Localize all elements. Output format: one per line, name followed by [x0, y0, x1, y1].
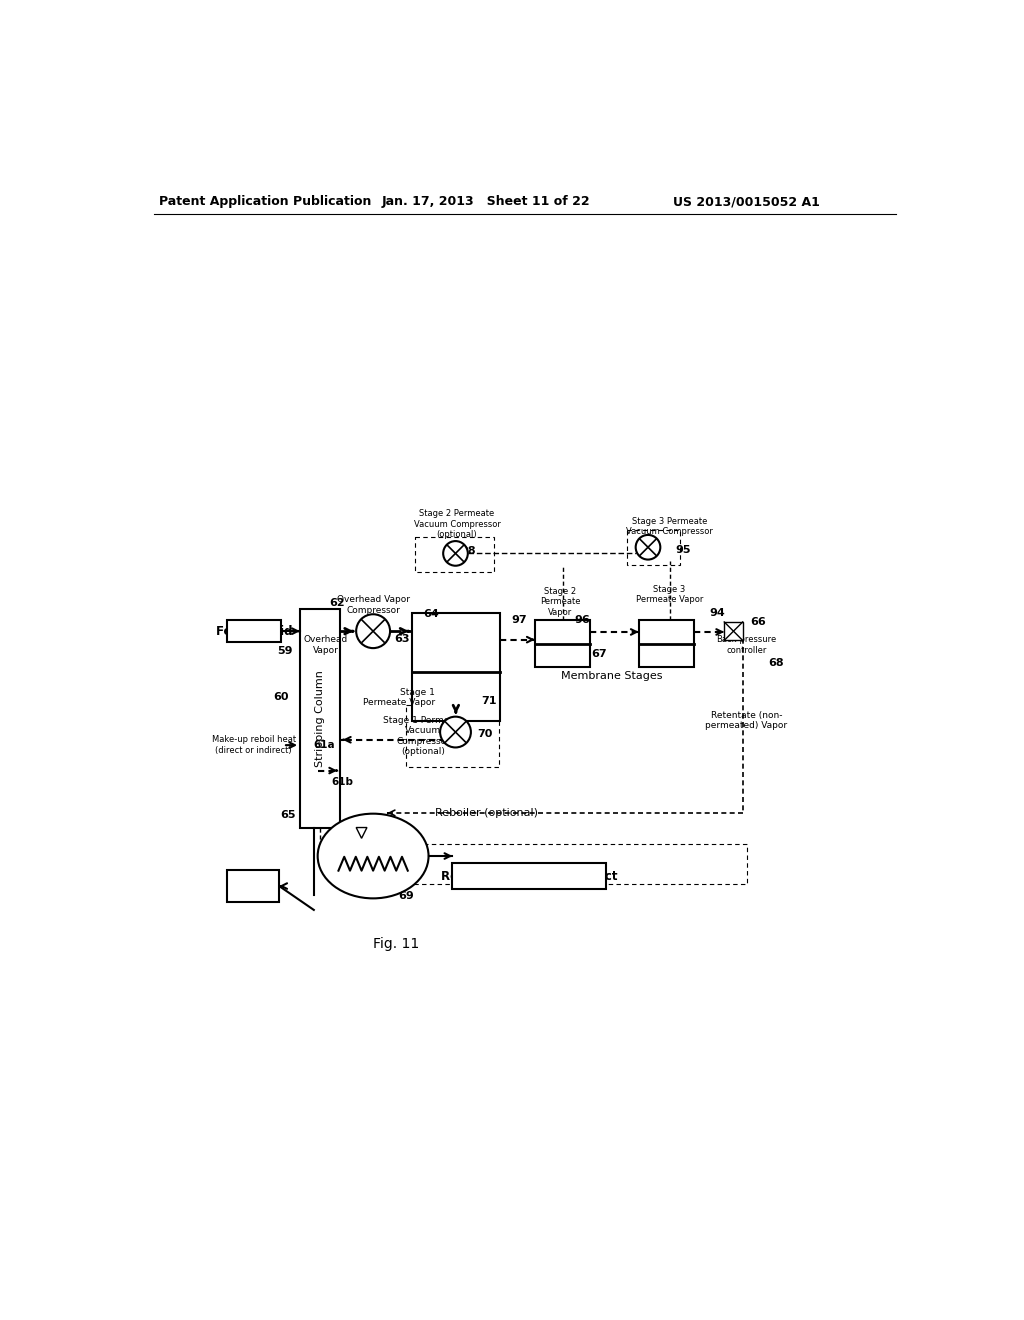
Bar	[628, 531, 680, 565]
Text: 61b: 61b	[332, 777, 353, 787]
Text: US 2013/0015052 A1: US 2013/0015052 A1	[673, 195, 820, 209]
Bar	[416, 537, 494, 572]
Text: Fig. 11: Fig. 11	[373, 937, 420, 950]
Text: 71: 71	[481, 696, 497, 706]
Ellipse shape	[317, 813, 429, 899]
Bar	[724, 622, 742, 640]
Circle shape	[636, 535, 660, 560]
Text: 62: 62	[329, 598, 345, 607]
Text: Overhead Vapor
Compressor: Overhead Vapor Compressor	[337, 595, 410, 615]
Text: 68: 68	[768, 657, 783, 668]
Text: 59: 59	[276, 647, 292, 656]
Text: Stage 2
Permeate
Vapor: Stage 2 Permeate Vapor	[540, 587, 581, 616]
Text: Back-pressure
controller: Back-pressure controller	[717, 635, 776, 655]
Text: 69: 69	[398, 891, 415, 902]
Text: Retentate (non-
permeated) Vapor: Retentate (non- permeated) Vapor	[706, 710, 787, 730]
Bar	[226, 870, 280, 903]
Text: Stage 3 Permeate
Vacuum Compressor: Stage 3 Permeate Vacuum Compressor	[626, 516, 713, 536]
Text: Make-up reboil heat
(direct or indirect): Make-up reboil heat (direct or indirect)	[212, 735, 296, 755]
Polygon shape	[356, 828, 367, 838]
Text: 67: 67	[592, 649, 607, 659]
Circle shape	[356, 614, 390, 648]
Text: 63: 63	[394, 634, 410, 644]
Circle shape	[440, 717, 471, 747]
Bar	[535, 620, 590, 667]
Text: Patent Application Publication: Patent Application Publication	[159, 195, 372, 209]
Text: 64: 64	[423, 609, 439, 619]
Text: 65: 65	[280, 810, 295, 820]
Text: Stage 1 Permeate
Vacuum
Compressor
(optional): Stage 1 Permeate Vacuum Compressor (opti…	[383, 715, 464, 756]
Text: Membrane Stages: Membrane Stages	[561, 671, 663, 681]
Text: Stage 2 Permeate
Vacuum Compressor
(optional): Stage 2 Permeate Vacuum Compressor (opti…	[414, 510, 501, 539]
Text: 98: 98	[461, 546, 476, 556]
Text: Reboiler (optional): Reboiler (optional)	[435, 808, 538, 818]
Text: Feed Liquid: Feed Liquid	[215, 624, 292, 638]
Text: 61a: 61a	[313, 741, 335, 750]
Bar	[412, 612, 500, 721]
Text: 97: 97	[512, 615, 527, 626]
Bar	[300, 609, 340, 829]
Text: Stripping Column: Stripping Column	[315, 671, 325, 767]
Text: 94: 94	[710, 607, 725, 618]
Bar	[639, 620, 694, 667]
Bar	[226, 620, 281, 642]
Bar	[453, 863, 606, 890]
Text: Stage 1
Permeate Vapor: Stage 1 Permeate Vapor	[362, 688, 435, 708]
Text: 70: 70	[477, 730, 493, 739]
Text: Jan. 17, 2013   Sheet 11 of 22: Jan. 17, 2013 Sheet 11 of 22	[382, 195, 591, 209]
Text: 60: 60	[273, 693, 289, 702]
Text: 96: 96	[574, 615, 591, 626]
Bar	[339, 843, 746, 884]
Text: Bottoms
Liquid: Bottoms Liquid	[225, 873, 281, 900]
Bar	[407, 705, 499, 767]
Text: Stage 3
Permeate Vapor: Stage 3 Permeate Vapor	[636, 585, 703, 605]
Text: Overhead
Vapor: Overhead Vapor	[303, 635, 347, 655]
Text: Retentate Solvent Product: Retentate Solvent Product	[441, 870, 617, 883]
Text: 95: 95	[676, 545, 691, 554]
Text: 66: 66	[751, 616, 766, 627]
Circle shape	[443, 541, 468, 566]
